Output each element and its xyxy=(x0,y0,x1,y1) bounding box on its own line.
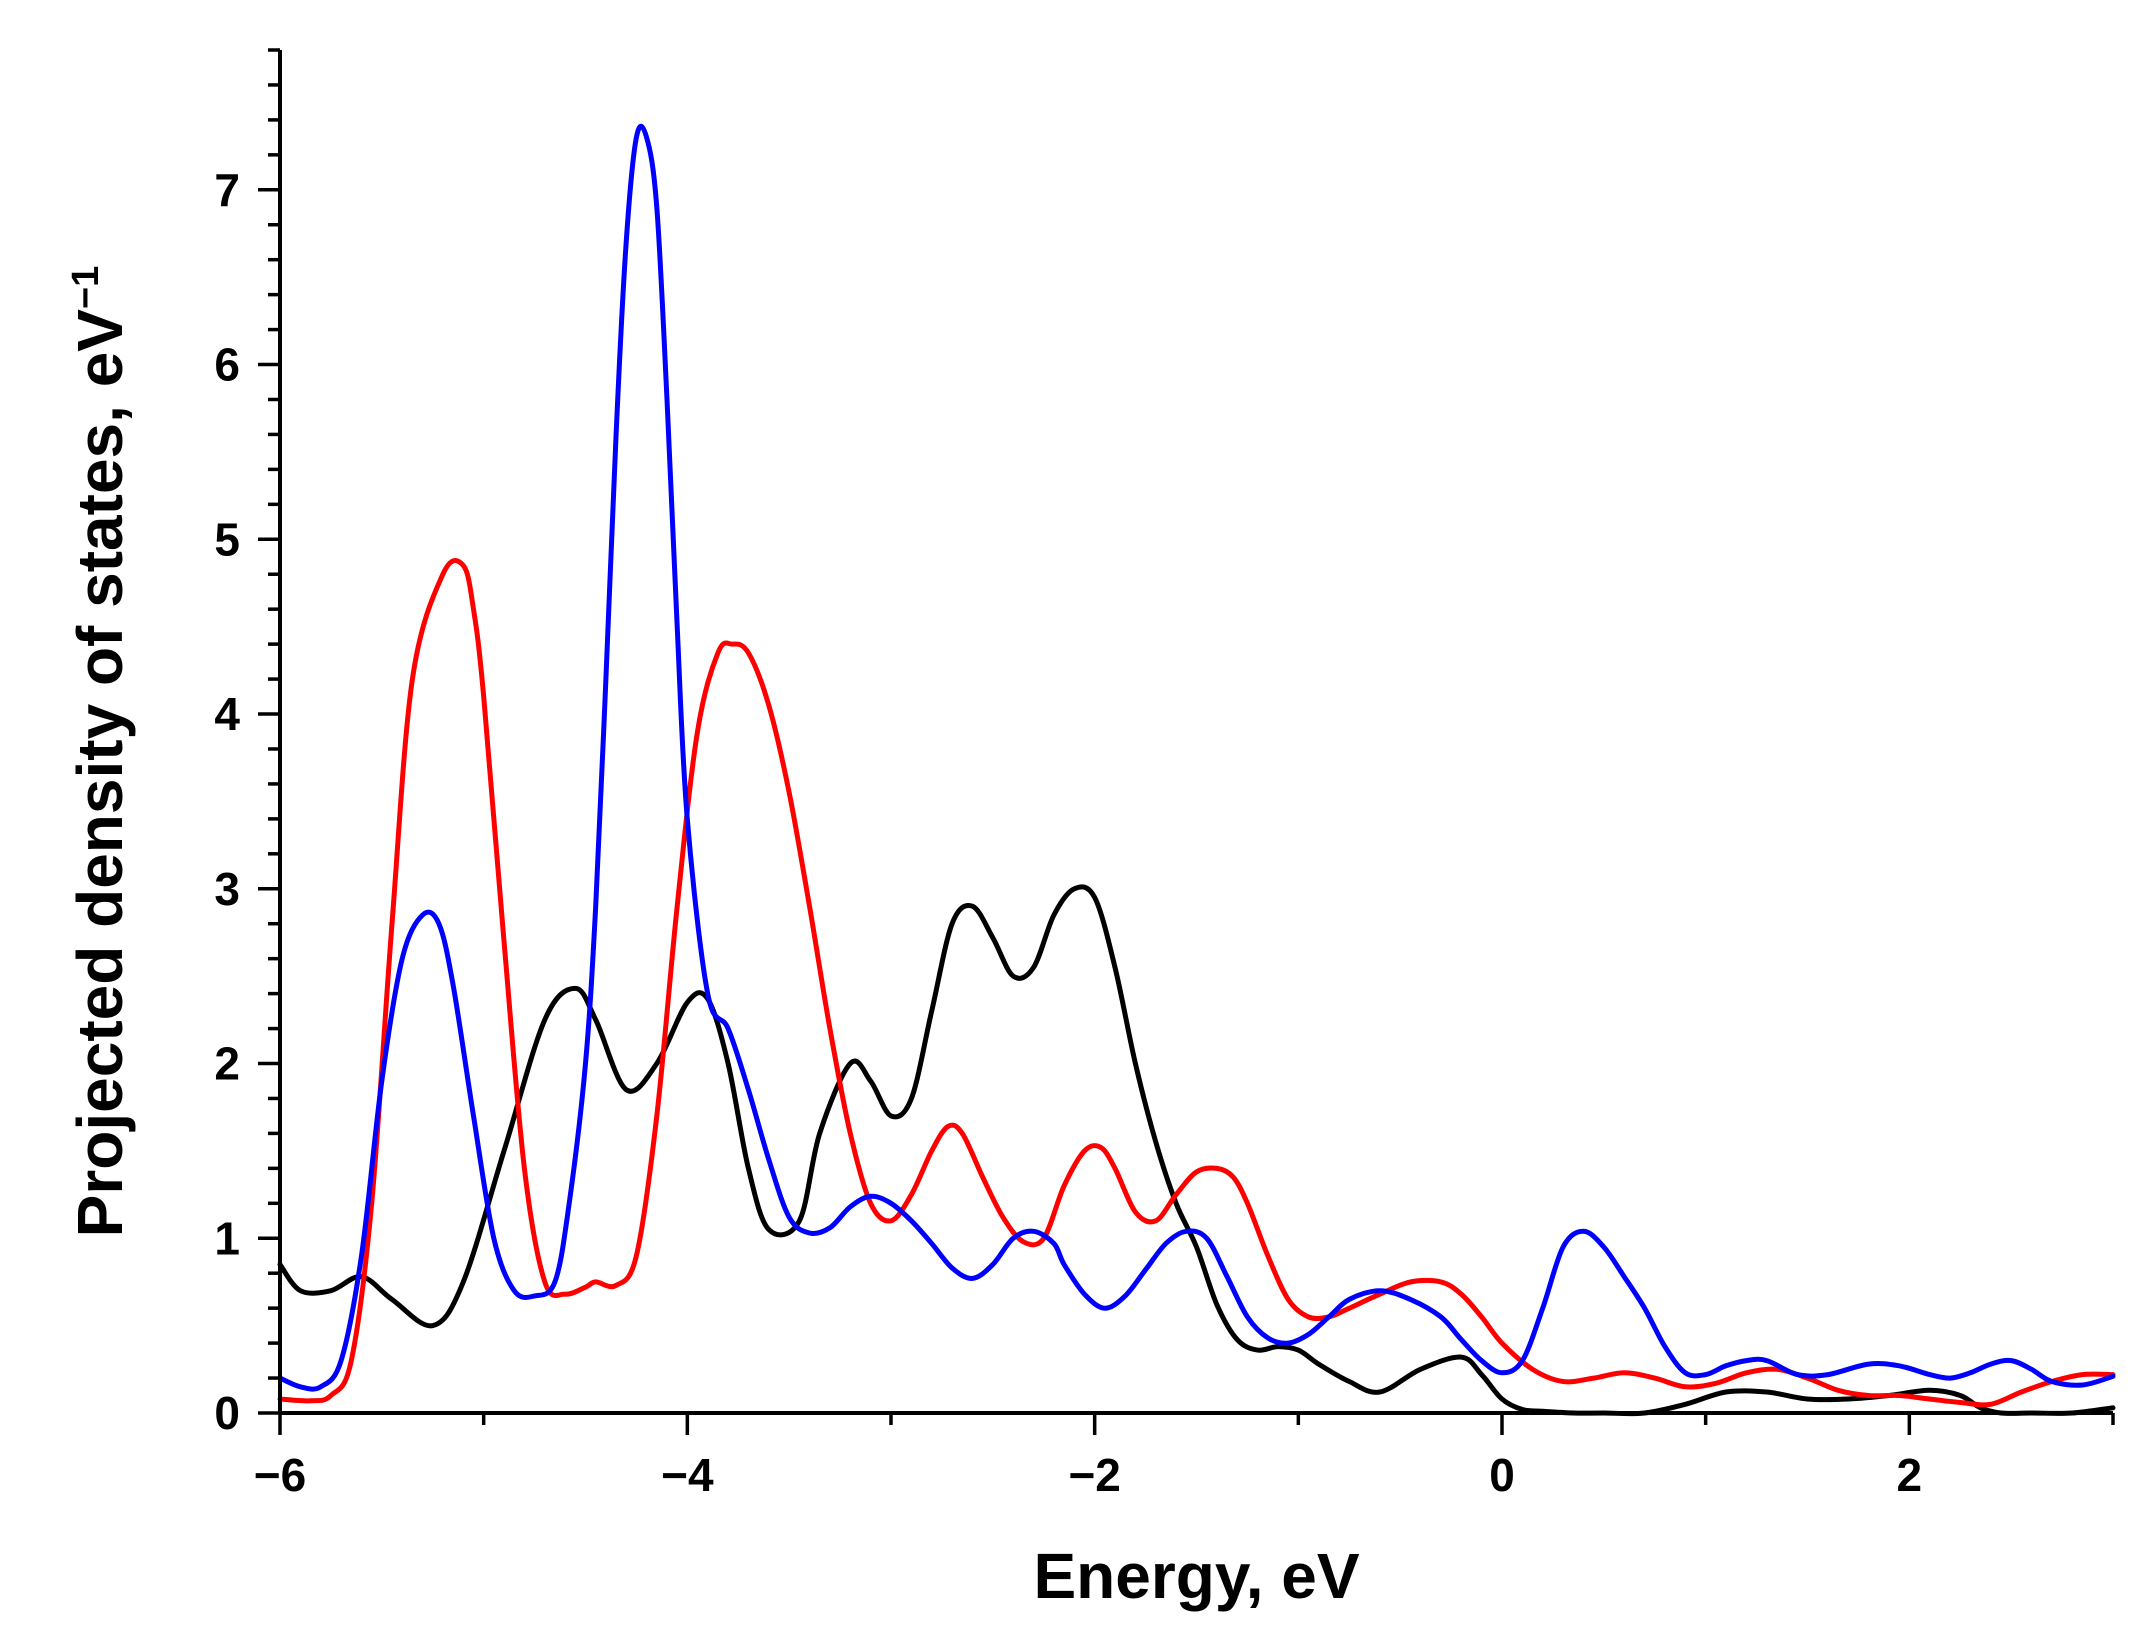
x-tick-label: −6 xyxy=(254,1449,306,1501)
x-tick-label: 2 xyxy=(1897,1449,1923,1501)
y-tick-label: 5 xyxy=(214,513,240,565)
y-axis-title-superscript: −1 xyxy=(65,266,107,309)
y-tick-label: 6 xyxy=(214,339,240,391)
x-tick-label: −2 xyxy=(1068,1449,1120,1501)
y-tick-label: 2 xyxy=(214,1038,240,1090)
y-tick-label: 3 xyxy=(214,863,240,915)
x-tick-label: −4 xyxy=(661,1449,714,1501)
y-tick-label: 1 xyxy=(214,1212,240,1264)
series-line-blue xyxy=(277,123,2116,1392)
y-tick-label: 7 xyxy=(214,164,240,216)
series-line-black xyxy=(277,884,2116,1417)
y-tick-label: 4 xyxy=(214,688,240,740)
y-axis-title: Projected density of states, eV−1 xyxy=(64,266,136,1238)
series-layer xyxy=(277,123,2116,1417)
series-line-red xyxy=(277,558,2116,1408)
y-axis-title-main: Projected density of states, eV xyxy=(64,309,136,1238)
x-axis-title: Energy, eV xyxy=(1033,1540,1359,1612)
ticks: −6 −4 −2 0 2 0 1 2 3 4 5 6 7 xyxy=(214,48,2115,1501)
x-tick-label: 0 xyxy=(1489,1449,1515,1501)
y-tick-label: 0 xyxy=(214,1387,240,1439)
axes xyxy=(278,50,2113,1415)
